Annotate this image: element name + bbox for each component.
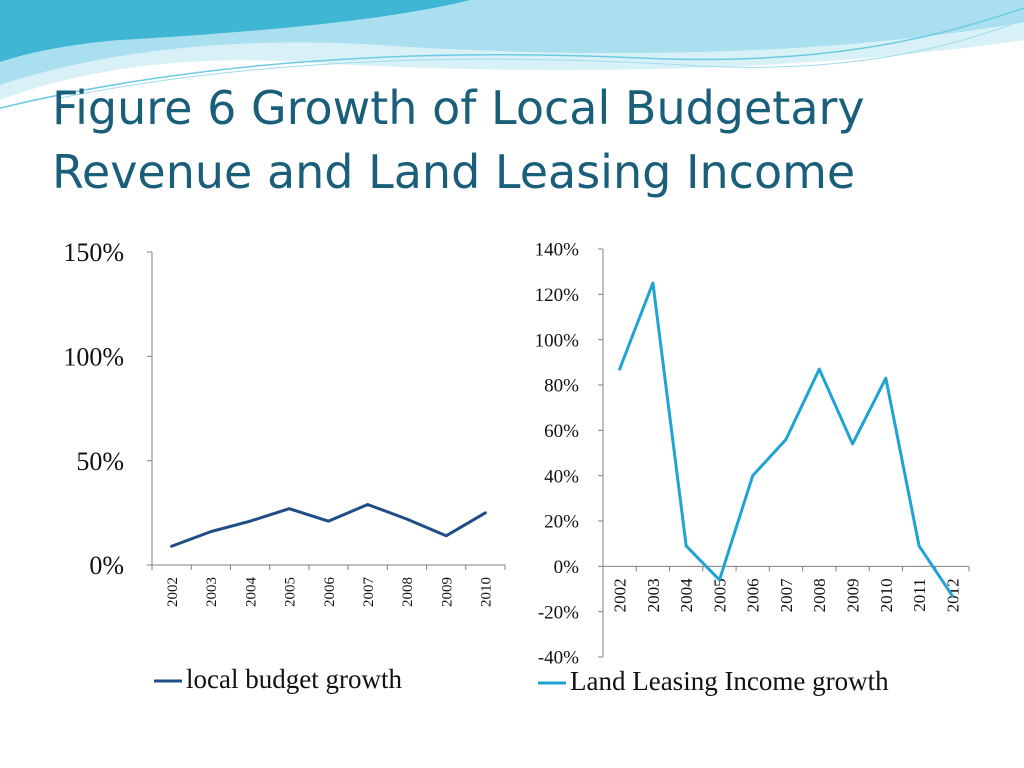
- x-tick-label: 2002: [611, 578, 630, 612]
- wave-dark-band: [0, 0, 470, 62]
- slide-title-line-1: Figure 6 Growth of Local Budgetary: [52, 81, 865, 135]
- y-tick-label: 150%: [63, 238, 124, 267]
- y-tick-label: 20%: [544, 512, 579, 533]
- y-tick-label: -40%: [538, 648, 579, 669]
- x-tick-label: 2005: [710, 578, 729, 612]
- x-tick-label: 2004: [243, 577, 259, 608]
- x-tick-label: 2008: [400, 577, 416, 607]
- slide-title: Figure 6 Growth of Local Budgetary Reven…: [52, 76, 992, 204]
- y-tick-label: 50%: [76, 447, 124, 476]
- x-tick-label: 2010: [479, 577, 495, 607]
- y-tick-label: 120%: [535, 285, 580, 306]
- x-tick-label: 2007: [361, 577, 377, 608]
- x-tick-label: 2003: [644, 578, 663, 612]
- y-tick-label: 140%: [535, 240, 580, 261]
- decorative-wave-banner: [0, 0, 1024, 109]
- slide-title-line-2: Revenue and Land Leasing Income: [52, 145, 856, 199]
- wave-line: [0, 7, 1024, 109]
- x-tick-label: 2008: [810, 578, 829, 612]
- y-tick-label: 60%: [544, 421, 579, 442]
- x-tick-label: 2007: [777, 578, 796, 613]
- legend-label: Land Leasing Income growth: [570, 666, 889, 696]
- wave-line-2: [59, 19, 1024, 99]
- x-tick-label: 2009: [439, 577, 455, 607]
- legend-label: local budget growth: [186, 664, 402, 694]
- x-tick-label: 2009: [843, 578, 862, 612]
- y-tick-label: 0%: [554, 557, 580, 578]
- y-tick-label: -20%: [538, 602, 579, 623]
- x-tick-label: 2004: [677, 578, 696, 613]
- x-tick-label: 2010: [877, 578, 896, 612]
- x-tick-label: 2011: [910, 578, 929, 611]
- y-tick-label: 100%: [63, 342, 124, 371]
- x-tick-label: 2006: [744, 578, 763, 612]
- y-tick-label: 40%: [544, 466, 579, 487]
- x-tick-label: 2006: [322, 577, 338, 608]
- y-tick-label: 80%: [544, 376, 579, 397]
- x-tick-label: 2005: [283, 577, 299, 607]
- x-tick-label: 2002: [165, 577, 181, 607]
- x-tick-label: 2003: [204, 577, 220, 607]
- y-tick-label: 100%: [535, 330, 580, 351]
- y-tick-label: 0%: [89, 551, 124, 580]
